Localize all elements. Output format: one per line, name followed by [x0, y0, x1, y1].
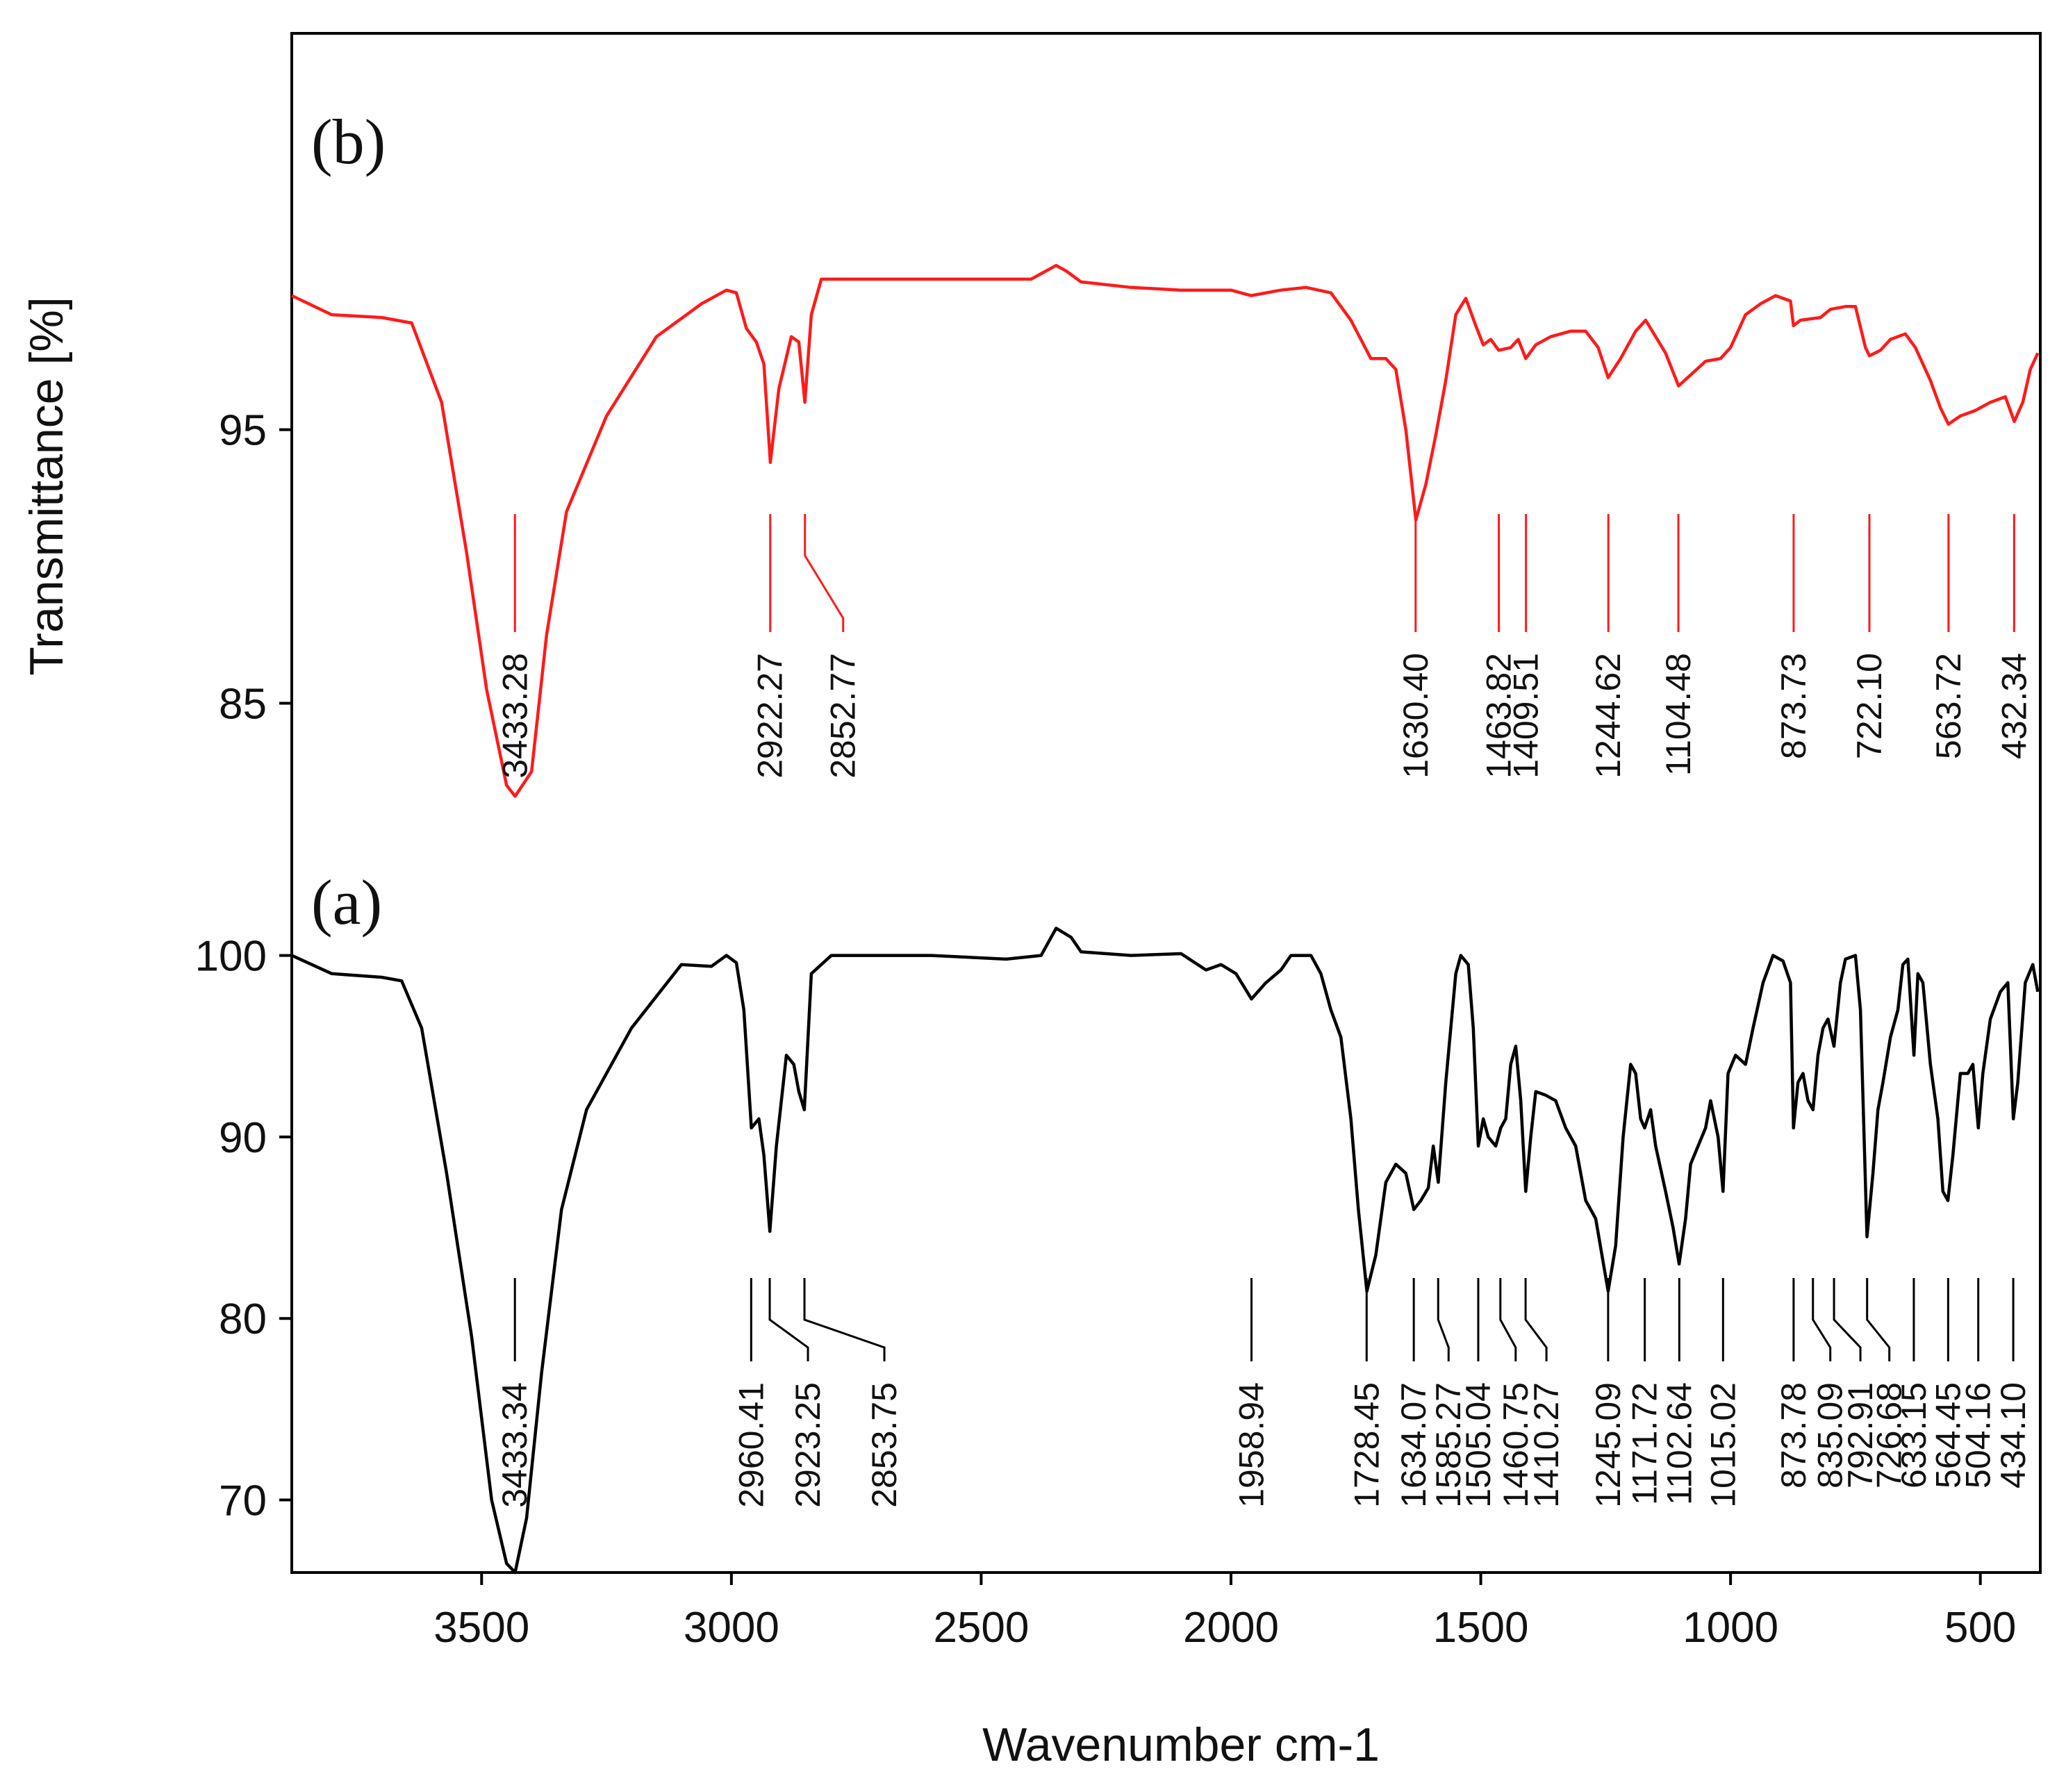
- peak-marker-a-1585.27: [1437, 1278, 1450, 1361]
- peak-label-a-1410.27: 1410.27: [1527, 1382, 1566, 1508]
- x-axis-ticks: 3500 3000 2500 2000 1500 1000 500: [433, 1573, 2016, 1652]
- peak-label-a-1245.09: 1245.09: [1589, 1382, 1628, 1508]
- peak-label-a-1634.07: 1634.07: [1394, 1382, 1433, 1508]
- peak-marker-a-1460.75: [1499, 1278, 1517, 1361]
- y-tick-label-b-95: 95: [219, 407, 267, 455]
- peak-label-a-3433.34: 3433.34: [495, 1382, 534, 1508]
- peak-label-a-564.45: 564.45: [1928, 1382, 1967, 1488]
- x-tick-label-1500: 1500: [1433, 1604, 1529, 1652]
- peak-label-b-1244.62: 1244.62: [1589, 653, 1628, 779]
- peak-label-a-1728.45: 1728.45: [1347, 1382, 1386, 1508]
- peak-label-b-2922.27: 2922.27: [751, 653, 790, 779]
- peak-label-b-1104.48: 1104.48: [1659, 653, 1698, 776]
- peak-label-a-1585.27: 1585.27: [1429, 1382, 1468, 1508]
- peak-label-a-1015.02: 1015.02: [1703, 1382, 1742, 1508]
- x-tick-label-3500: 3500: [433, 1604, 529, 1652]
- peak-marker-a-2853.75: [803, 1278, 886, 1361]
- peak-marker-a-792.91: [1833, 1278, 1862, 1361]
- y-tick-label-a-70: 70: [219, 1477, 267, 1525]
- x-tick-label-500: 500: [1944, 1604, 2016, 1652]
- panel-a-peak-markers: 3433.34 2960.41 2923.25 2853.75 1958.94 1728.…: [495, 1278, 2033, 1508]
- y-tick-label-a-100: 100: [195, 933, 267, 981]
- y-tick-label-b-85: 85: [219, 680, 267, 728]
- peak-label-a-835.09: 835.09: [1811, 1382, 1850, 1488]
- peak-label-b-563.72: 563.72: [1929, 653, 1968, 759]
- x-tick-label-2000: 2000: [1183, 1604, 1279, 1652]
- spectrum-line-a: [291, 927, 2040, 1575]
- panel-b-label: (b): [311, 106, 386, 177]
- panel-a-spectrum: [291, 927, 2040, 1575]
- x-tick-label-2500: 2500: [933, 1604, 1029, 1652]
- peak-marker-a-2923.25: [768, 1278, 809, 1361]
- peak-label-b-1463.82: 1463.82: [1480, 653, 1519, 779]
- peak-label-a-1102.64: 1102.64: [1660, 1382, 1699, 1505]
- peak-label-a-2923.25: 2923.25: [788, 1382, 827, 1508]
- panel-b-spectrum: [291, 263, 2040, 798]
- peak-label-a-1460.75: 1460.75: [1496, 1382, 1535, 1508]
- plot-frame: [290, 32, 2042, 1574]
- peak-label-b-1630.40: 1630.40: [1396, 653, 1435, 779]
- peak-label-a-792.91: 792.91: [1841, 1382, 1880, 1488]
- y-tick-label-a-80: 80: [219, 1295, 267, 1343]
- peak-label-a-434.10: 434.10: [1994, 1382, 2033, 1488]
- x-axis-title: Wavenumber cm-1: [982, 1718, 1380, 1771]
- peak-label-b-1409.51: 1409.51: [1507, 653, 1546, 779]
- peak-label-a-2960.41: 2960.41: [732, 1382, 770, 1508]
- peak-marker-a-835.09: [1812, 1278, 1832, 1361]
- peak-marker-a-726.68: [1866, 1278, 1891, 1361]
- peak-label-a-504.16: 504.16: [1959, 1382, 1998, 1488]
- peak-label-a-1505.04: 1505.04: [1459, 1382, 1498, 1508]
- y-axis-ticks: 85 95 70 80 90 100: [195, 407, 292, 1525]
- y-axis-title: Transmittance [%]: [20, 297, 73, 675]
- peak-marker-b-2852.77: [804, 514, 845, 632]
- peak-label-b-432.34: 432.34: [1994, 653, 2033, 759]
- peak-label-b-2852.77: 2852.77: [824, 653, 863, 779]
- peak-label-a-726.68: 726.68: [1870, 1382, 1909, 1488]
- spectrum-line-b: [291, 263, 2040, 798]
- y-tick-label-a-90: 90: [219, 1114, 267, 1162]
- peak-label-a-633.15: 633.15: [1894, 1382, 1933, 1488]
- peak-label-b-722.10: 722.10: [1850, 653, 1889, 759]
- peak-label-a-1171.72: 1171.72: [1626, 1382, 1664, 1505]
- x-tick-label-3000: 3000: [684, 1604, 779, 1652]
- peak-label-b-873.73: 873.73: [1774, 653, 1813, 759]
- x-tick-label-1000: 1000: [1683, 1604, 1778, 1652]
- panel-b-peak-markers: 3433.28 2922.27 2852.77 1630.40 1463.821409.…: [495, 514, 2033, 779]
- peak-marker-a-1410.27: [1524, 1278, 1548, 1361]
- peak-label-a-873.78: 873.78: [1774, 1382, 1813, 1488]
- peak-label-a-2853.75: 2853.75: [865, 1382, 904, 1508]
- peak-label-b-3433.28: 3433.28: [495, 653, 534, 779]
- panel-a-label: (a): [311, 867, 382, 938]
- peak-label-a-1958.94: 1958.94: [1232, 1382, 1271, 1508]
